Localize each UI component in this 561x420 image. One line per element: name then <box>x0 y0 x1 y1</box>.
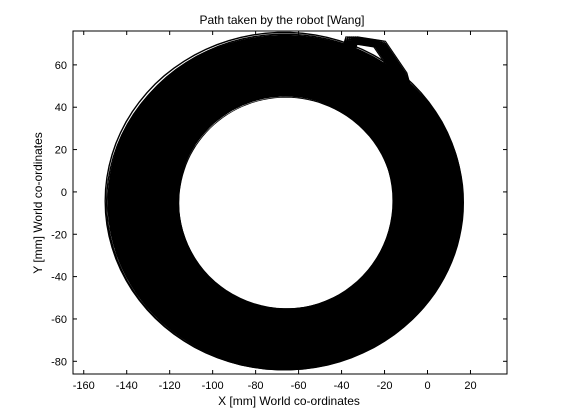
x-tick-label: -40 <box>334 380 350 392</box>
x-tick-label: -140 <box>116 380 138 392</box>
y-axis-label: Y [mm] World co-ordinates <box>31 132 45 274</box>
y-tick-label: 0 <box>61 187 67 199</box>
x-axis-label: X [mm] World co-ordinates <box>218 394 360 408</box>
x-tick-label: -20 <box>377 380 393 392</box>
ring-inner-hole <box>179 97 393 308</box>
chart-title: Path taken by the robot [Wang] <box>200 13 365 27</box>
y-tick-label: -20 <box>51 229 67 241</box>
x-tick-label: -120 <box>159 380 181 392</box>
y-tick-label: -60 <box>51 314 67 326</box>
x-tick-label: 0 <box>424 380 430 392</box>
x-tick-label: -100 <box>202 380 224 392</box>
x-tick-label: -80 <box>248 380 264 392</box>
y-tick-label: -80 <box>51 356 67 368</box>
y-tick-label: 20 <box>55 145 67 157</box>
data-layer <box>104 31 465 371</box>
x-tick-label: -160 <box>73 380 95 392</box>
x-tick-label: 20 <box>464 380 476 392</box>
axes-frame <box>72 30 508 375</box>
path-tail-28 <box>346 36 417 127</box>
y-tick-label: 60 <box>55 60 67 72</box>
plot-area: -160 -140 -120 -100 -80 -60 -40 -20 0 20 -80 -60 -40… <box>51 30 508 392</box>
y-tick-label: -40 <box>51 272 67 284</box>
y-tick-label: 40 <box>55 102 67 114</box>
x-tick-label: -60 <box>291 380 307 392</box>
ticks-layer: -160 -140 -120 -100 -80 -60 -40 -20 0 20 -80 -60 -40… <box>51 31 507 392</box>
